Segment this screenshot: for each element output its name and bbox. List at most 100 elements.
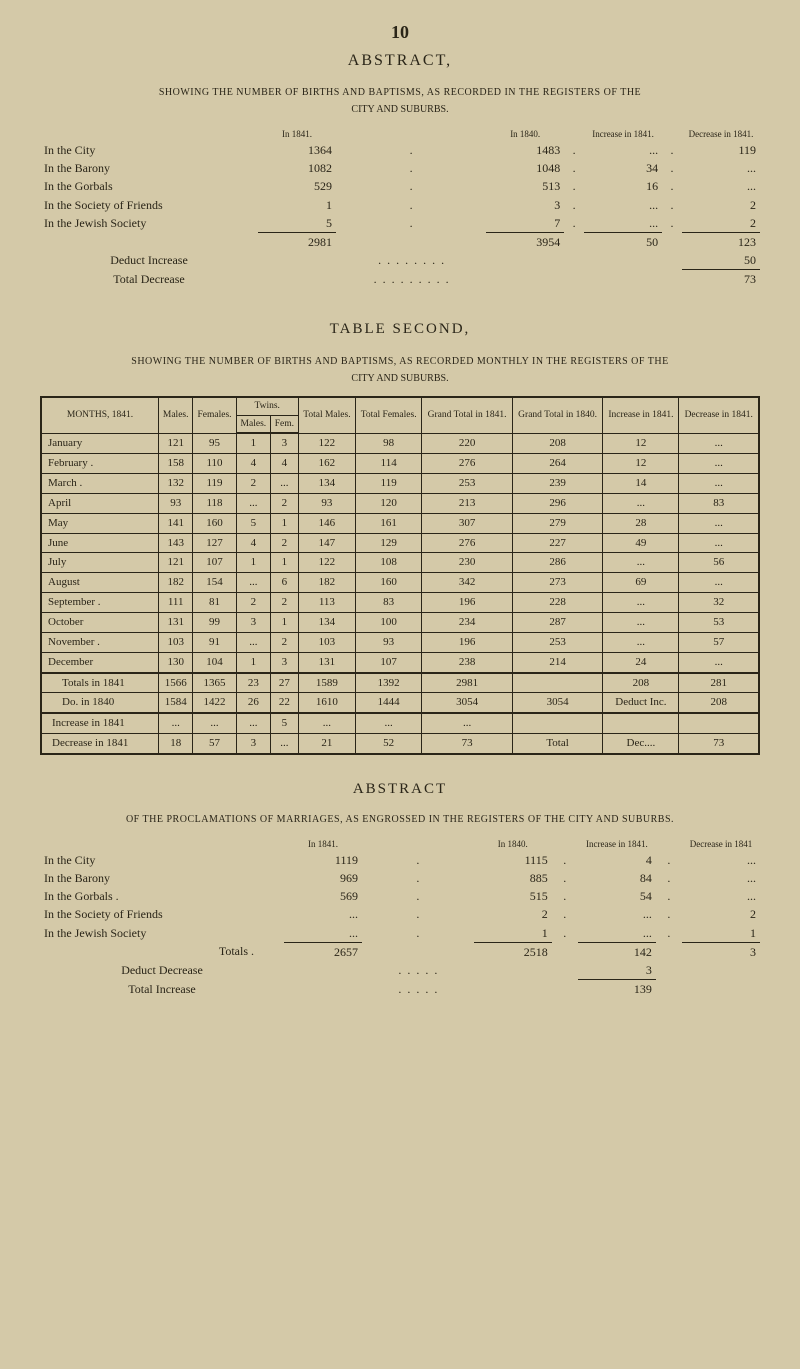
row-val: 5 — [258, 214, 336, 233]
cell: 108 — [356, 553, 422, 573]
row-val: 4 — [578, 851, 656, 869]
cell: 121 — [159, 553, 193, 573]
cell: ... — [679, 573, 759, 593]
cell: 32 — [679, 593, 759, 613]
row-val: 515 — [474, 887, 552, 905]
cell: 208 — [679, 693, 759, 713]
row-val: 513 — [486, 177, 564, 195]
abstract2-caption: OF THE PROCLAMATIONS OF MARRIAGES, AS EN… — [40, 813, 760, 827]
cell: 131 — [159, 613, 193, 633]
abstract1-table: In 1841. In 1840. Increase in 1841. Decr… — [40, 127, 760, 289]
row-val: 16 — [584, 177, 662, 195]
cell: 227 — [512, 533, 603, 553]
month-label: December — [41, 652, 159, 672]
month-label: April — [41, 493, 159, 513]
cell: 4 — [236, 533, 270, 553]
row-val: 1115 — [474, 851, 552, 869]
cell: 104 — [193, 652, 236, 672]
cell: 141 — [159, 513, 193, 533]
row-val: ... — [584, 214, 662, 233]
cell: 119 — [356, 474, 422, 494]
cell: 99 — [193, 613, 236, 633]
cell: ... — [422, 713, 513, 733]
cell: 130 — [159, 652, 193, 672]
cell: 103 — [298, 632, 355, 652]
cell: 160 — [193, 513, 236, 533]
total-increase-label: Total Increase — [40, 980, 284, 999]
row-label: In the City — [40, 851, 284, 869]
cell: 161 — [356, 513, 422, 533]
cell: 107 — [193, 553, 236, 573]
abstract1-caption2: CITY AND SUBURBS. — [40, 103, 760, 117]
cell: ... — [271, 474, 299, 494]
month-label: January — [41, 433, 159, 453]
th-twins-f: Fem. — [271, 415, 299, 433]
total-increase-val: 139 — [578, 980, 656, 999]
cell: 134 — [298, 474, 355, 494]
cell: 238 — [422, 652, 513, 672]
row-val: 569 — [284, 887, 362, 905]
cell: ... — [356, 713, 422, 733]
abstract2-title: ABSTRACT — [40, 779, 760, 799]
cell: 57 — [679, 632, 759, 652]
abs2-tot-c3: 142 — [578, 942, 656, 961]
cell: Total — [512, 734, 603, 754]
cell: 1 — [236, 553, 270, 573]
cell — [512, 713, 603, 733]
th-twins: Twins. — [236, 397, 298, 415]
total-decrease-label: Total Decrease — [40, 270, 258, 289]
cell: 208 — [512, 433, 603, 453]
cell: 69 — [603, 573, 679, 593]
cell: 73 — [679, 734, 759, 754]
cell: 276 — [422, 454, 513, 474]
cell: ... — [679, 652, 759, 672]
cell: 2 — [271, 593, 299, 613]
cell: ... — [679, 474, 759, 494]
cell: 253 — [512, 632, 603, 652]
th-totf: Total Females. — [356, 397, 422, 434]
cell: ... — [193, 713, 236, 733]
cell: 1 — [236, 433, 270, 453]
row-val: 1082 — [258, 159, 336, 177]
cell: 21 — [298, 734, 355, 754]
cell: 307 — [422, 513, 513, 533]
cell: ... — [603, 493, 679, 513]
cell: 18 — [159, 734, 193, 754]
row-val: 885 — [474, 869, 552, 887]
cell — [679, 713, 759, 733]
cell: 1589 — [298, 673, 355, 693]
cell: 127 — [193, 533, 236, 553]
cell: ... — [236, 713, 270, 733]
abs2-tot-c4: 3 — [682, 942, 760, 961]
row-val: ... — [284, 905, 362, 923]
cell: 147 — [298, 533, 355, 553]
abstract1-title: ABSTRACT, — [40, 50, 760, 72]
cell: 103 — [159, 632, 193, 652]
row-label: In the Gorbals — [40, 177, 258, 195]
cell: 5 — [271, 713, 299, 733]
row-val: 2 — [682, 196, 760, 214]
row-val: 54 — [578, 887, 656, 905]
cell: 3054 — [422, 693, 513, 713]
row-label: In the Barony — [40, 159, 258, 177]
cell: 81 — [193, 593, 236, 613]
cell: Deduct Inc. — [603, 693, 679, 713]
cell: 146 — [298, 513, 355, 533]
totals-label: Totals . — [40, 942, 284, 961]
cell: 5 — [236, 513, 270, 533]
cell: 121 — [159, 433, 193, 453]
row-val: 1483 — [486, 141, 564, 159]
cell: 14 — [603, 474, 679, 494]
table-second-title: TABLE SECOND, — [40, 319, 760, 339]
col-hdr: In 1840. — [474, 837, 552, 851]
row-val: ... — [284, 924, 362, 943]
row-val: ... — [682, 851, 760, 869]
cell: 196 — [422, 632, 513, 652]
cell: 4 — [271, 454, 299, 474]
cell: 296 — [512, 493, 603, 513]
row-val: ... — [682, 159, 760, 177]
th-dec: Decrease in 1841. — [679, 397, 759, 434]
col-hdr: In 1841. — [284, 837, 362, 851]
cell: 49 — [603, 533, 679, 553]
cell: ... — [159, 713, 193, 733]
